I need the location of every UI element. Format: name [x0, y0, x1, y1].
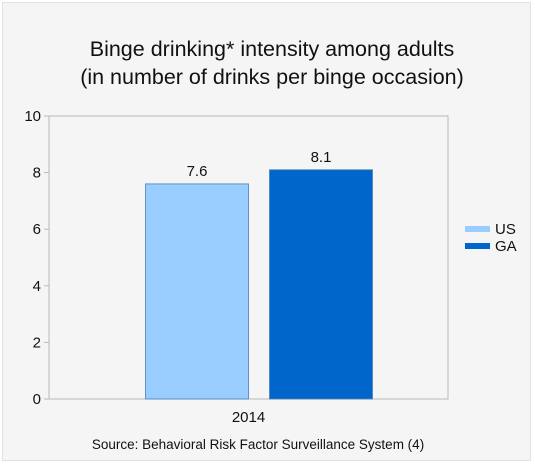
- y-axis: 0 2 4 6 8 10: [24, 108, 49, 408]
- bar-ga: [269, 169, 373, 400]
- bar-series: 7.6 8.1: [145, 149, 373, 400]
- legend-swatch-ga: [465, 243, 490, 249]
- y-tick-label: 6: [33, 221, 41, 238]
- y-tick-label: 8: [33, 165, 41, 182]
- y-tick-label: 10: [24, 108, 41, 125]
- y-tick-label: 4: [33, 278, 41, 295]
- data-label-ga: 8.1: [311, 149, 332, 166]
- y-tick-label: 2: [33, 334, 41, 351]
- legend-swatch-us: [465, 226, 490, 232]
- data-label-us: 7.6: [187, 163, 208, 180]
- source-note: Source: Behavioral Risk Factor Surveilla…: [92, 437, 424, 452]
- legend-label-us: US: [495, 221, 516, 238]
- chart-title-line-2: (in number of drinks per binge occasion): [80, 65, 464, 89]
- x-category-label: 2014: [232, 409, 265, 426]
- x-axis: 2014: [232, 409, 265, 426]
- chart-title-line-1: Binge drinking* intensity among adults: [90, 37, 455, 61]
- bar-us: [145, 183, 249, 400]
- legend-label-ga: GA: [495, 238, 517, 255]
- y-tick-label: 0: [33, 391, 41, 408]
